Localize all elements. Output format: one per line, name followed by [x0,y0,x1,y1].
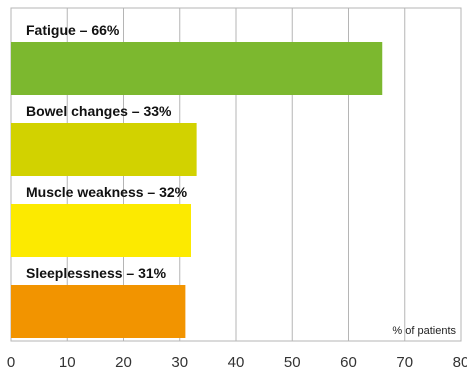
x-tick-label: 40 [228,354,245,371]
category-label: Bowel changes – 33% [26,103,172,119]
x-tick-label: 80 [453,354,467,371]
bar [11,285,186,338]
category-labels: Fatigue – 66% Bowel changes – 33% Muscle w… [26,22,188,281]
category-label: Fatigue – 66% [26,22,120,38]
bar [11,42,383,95]
category-label: Sleeplessness – 31% [26,265,167,281]
category-label: Muscle weakness – 32% [26,184,188,200]
bars [11,42,383,338]
bar [11,204,191,257]
x-tick-label: 0 [7,354,15,371]
x-tick-label: 20 [115,354,132,371]
x-tick-label: 30 [171,354,188,371]
x-tick-label: 10 [59,354,76,371]
x-tick-label: 60 [340,354,357,371]
x-tick-label: 50 [284,354,301,371]
bar [11,123,197,176]
x-axis-unit-label: % of patients [392,325,456,337]
x-tick-label: 70 [396,354,413,371]
x-axis-ticks: 0 10 20 30 40 50 60 70 80 [7,354,467,371]
